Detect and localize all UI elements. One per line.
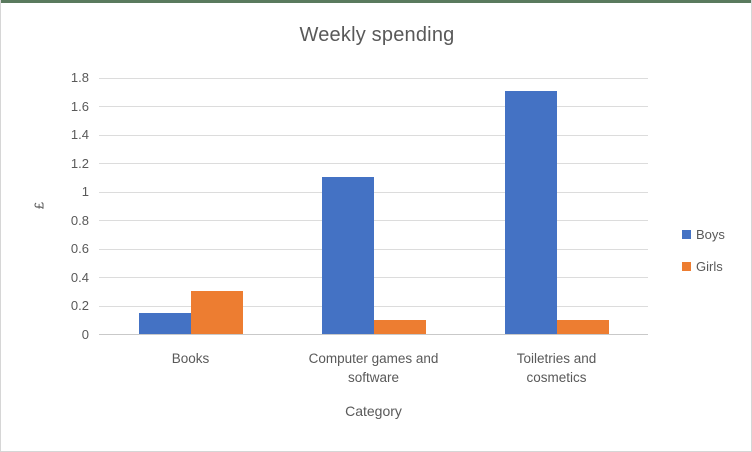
bar-boys-2 — [321, 176, 374, 334]
x-axis-category-labels: Books Computer games and software Toiletri… — [99, 349, 648, 387]
bar-girls-2 — [373, 319, 426, 334]
plot-area — [99, 77, 648, 335]
legend-label: Girls — [696, 259, 723, 274]
bar-girls-3 — [556, 319, 609, 334]
chart-legend: Boys Girls — [682, 228, 725, 292]
window-top-edge — [1, 0, 751, 3]
y-tick-label: 1.2 — [70, 155, 89, 171]
gridline — [99, 77, 648, 79]
bar-boys-1 — [138, 312, 191, 334]
x-category-label: Books — [171, 351, 210, 366]
y-tick-label: 0.2 — [70, 298, 89, 314]
legend-swatch-icon — [682, 230, 691, 239]
x-axis-title: Category — [345, 403, 402, 419]
y-tick-label: 0.6 — [70, 241, 89, 257]
x-category-label: Toiletries and cosmetics — [516, 351, 597, 385]
y-tick-label: 1.8 — [70, 70, 89, 85]
bar-boys-3 — [504, 91, 557, 334]
gridline — [99, 305, 648, 307]
gridline — [99, 106, 648, 108]
legend-swatch-icon — [682, 262, 691, 271]
legend-item-boys: Boys — [682, 228, 725, 241]
legend-label: Boys — [696, 227, 725, 242]
gridline — [99, 191, 648, 193]
chart-title: Weekly spending — [299, 24, 455, 46]
gridline — [99, 163, 648, 165]
legend-item-girls: Girls — [682, 260, 725, 273]
gridline — [99, 277, 648, 279]
y-tick-label: 1 — [81, 184, 89, 200]
y-tick-label: 1.4 — [70, 127, 89, 143]
y-tick-label: 0.8 — [70, 212, 89, 228]
gridline — [99, 248, 648, 250]
y-tick-label: 0.4 — [70, 269, 89, 285]
bar-girls-1 — [190, 291, 243, 334]
gridline — [99, 134, 648, 136]
y-tick-label: 0 — [81, 327, 89, 342]
y-tick-label: 1.6 — [70, 98, 89, 114]
gridline — [99, 220, 648, 222]
x-category-label: Computer games and software — [308, 351, 439, 385]
